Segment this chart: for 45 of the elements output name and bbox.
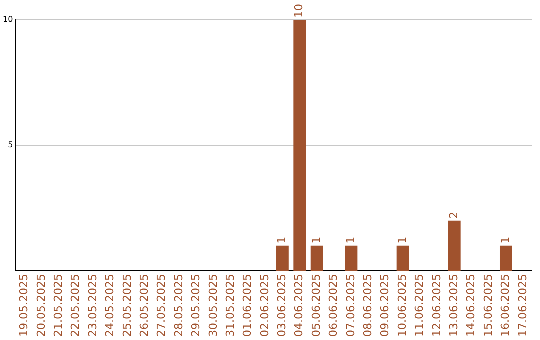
x-tick-label: 05.06.2025 — [310, 274, 323, 338]
x-tick-label: 14.06.2025 — [464, 274, 478, 338]
x-tick-label: 13.06.2025 — [447, 274, 460, 338]
x-tick-label: 12.06.2025 — [430, 274, 444, 338]
x-tick-label: 19.05.2025 — [18, 274, 31, 338]
x-tick-label: 03.06.2025 — [276, 274, 289, 338]
bar — [500, 246, 512, 272]
x-tick-label: 04.06.2025 — [292, 274, 306, 338]
data-label: 1 — [344, 236, 358, 244]
bar — [396, 246, 410, 272]
bar — [310, 246, 324, 272]
bar — [448, 220, 461, 272]
x-tick-label: 10.06.2025 — [396, 274, 409, 338]
x-tick-label: 28.05.2025 — [172, 274, 186, 338]
bar — [276, 246, 289, 272]
x-tick-label: 17.06.2025 — [516, 274, 530, 338]
x-tick-label: 30.05.2025 — [206, 274, 220, 338]
bar — [294, 20, 306, 272]
x-tick-label: 11.06.2025 — [413, 274, 426, 338]
x-tick-label: 16.06.2025 — [499, 274, 512, 338]
x-tick-label: 31.05.2025 — [224, 274, 237, 338]
x-tick-label: 09.06.2025 — [378, 274, 392, 338]
data-label: 10 — [292, 4, 306, 18]
x-tick-label: 20.05.2025 — [34, 274, 48, 338]
data-label: 1 — [310, 236, 323, 244]
data-label: 2 — [447, 212, 460, 219]
x-tick-label: 27.05.2025 — [155, 274, 168, 338]
x-tick-label: 26.05.2025 — [138, 274, 151, 338]
y-tick-label: 5 — [8, 140, 14, 150]
x-tick-label: 29.05.2025 — [190, 274, 203, 338]
x-tick-label: 15.06.2025 — [482, 274, 495, 338]
data-label: 1 — [499, 236, 512, 244]
x-tick-label: 06.06.2025 — [327, 274, 340, 338]
data-label: 1 — [276, 236, 289, 244]
bar — [345, 246, 358, 272]
x-tick-label: 23.05.2025 — [86, 274, 100, 338]
x-tick-label: 07.06.2025 — [344, 274, 358, 338]
x-tick-label: 01.06.2025 — [241, 274, 254, 338]
x-tick-label: 24.05.2025 — [104, 274, 117, 338]
x-tick-label: 02.06.2025 — [258, 274, 272, 338]
x-tick-label: 22.05.2025 — [69, 274, 82, 338]
data-label: 1 — [396, 236, 409, 244]
x-tick-label: 25.05.2025 — [120, 274, 134, 338]
x-tick-label: 08.06.2025 — [362, 274, 375, 338]
x-tick-label: 21.05.2025 — [52, 274, 66, 338]
